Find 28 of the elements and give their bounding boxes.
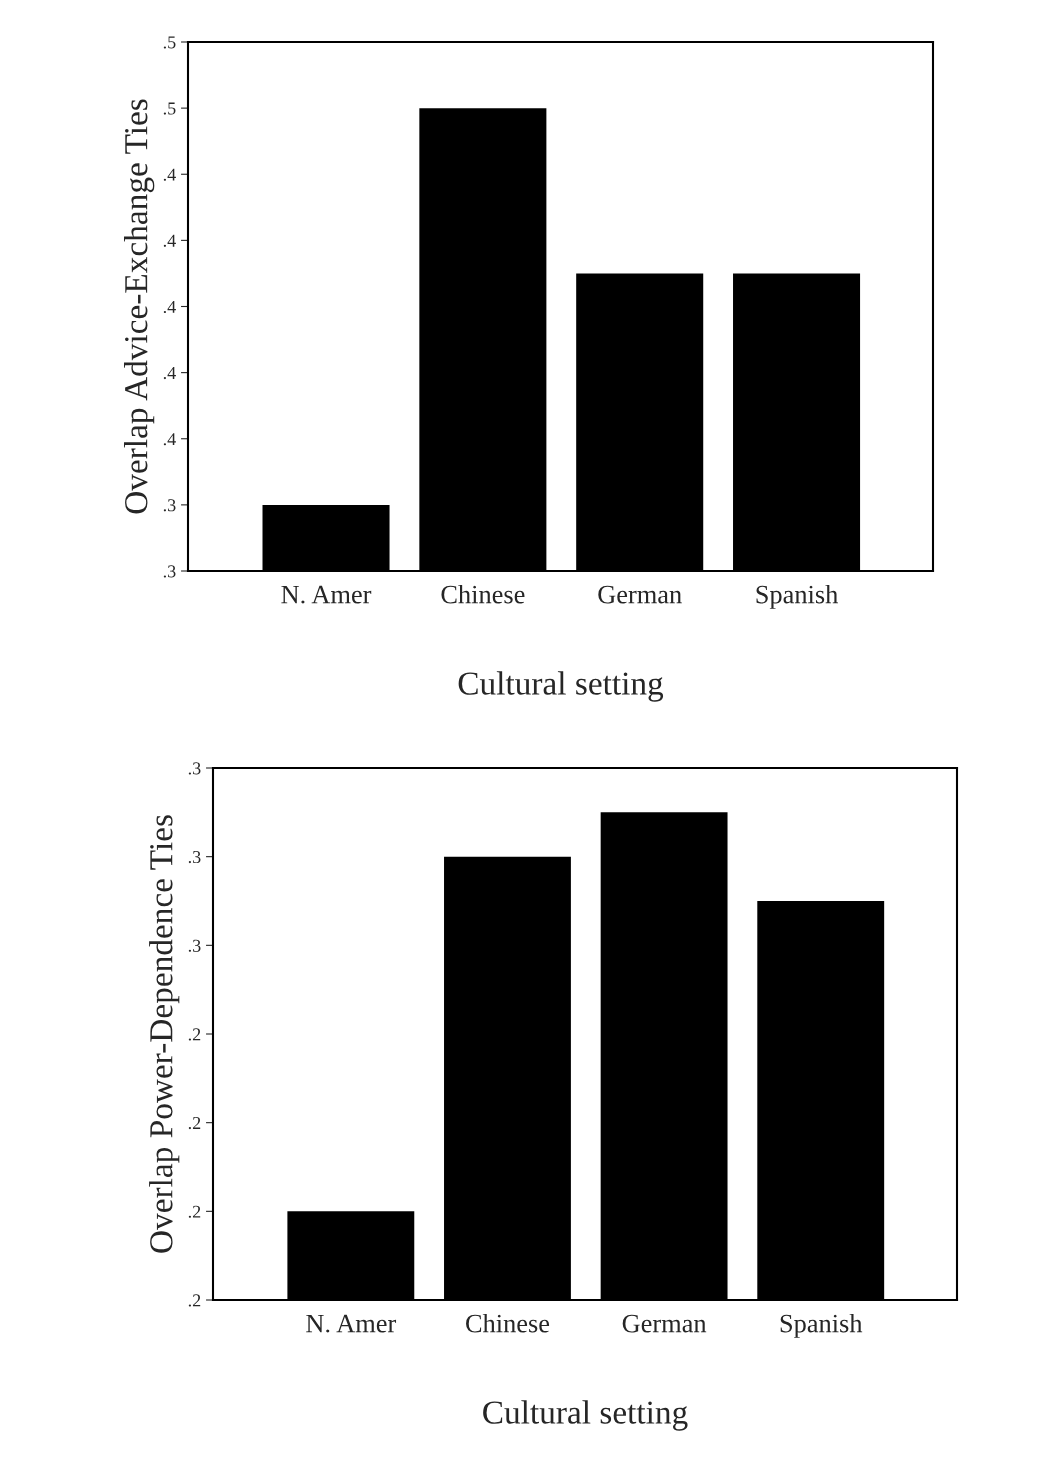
y-tick-label: .5	[163, 102, 176, 115]
x-axis-title: Cultural setting	[458, 671, 664, 702]
y-axis-title: Overlap Advice-Exchange Ties	[124, 99, 155, 514]
y-tick-label: .4	[163, 234, 176, 247]
y-tick-label: .2	[188, 1294, 201, 1307]
x-tick-label: N. Amer	[281, 585, 372, 604]
x-tick-label: Chinese	[466, 1313, 550, 1333]
y-tick-label: .4	[163, 433, 176, 446]
y-tick-label: .3	[188, 762, 201, 775]
x-tick-label: Spanish	[780, 1313, 863, 1338]
y-axis-title: Overlap Power-Dependence Ties	[149, 815, 180, 1253]
x-tick-label: German	[598, 585, 682, 604]
y-tick-label: .4	[163, 300, 176, 314]
y-tick-label: .3	[163, 499, 176, 512]
y-tick-label: .4	[163, 367, 176, 380]
y-tick-label: .2	[188, 1205, 201, 1218]
y-tick-label: .2	[188, 1116, 201, 1130]
y-tick-label: .3	[188, 939, 201, 952]
x-tick-label: Spanish	[756, 584, 838, 609]
x-tick-label: German	[622, 1314, 707, 1333]
y-tick-label: .3	[188, 850, 201, 864]
x-tick-label: Chinese	[441, 584, 525, 604]
y-tick-label: .3	[163, 565, 176, 578]
x-axis-title: Cultural setting	[483, 1400, 688, 1431]
y-tick-label: .5	[163, 36, 176, 49]
y-tick-label: .2	[188, 1028, 201, 1041]
x-tick-label: N. Amer	[306, 1314, 397, 1333]
y-tick-label: .4	[163, 168, 176, 181]
